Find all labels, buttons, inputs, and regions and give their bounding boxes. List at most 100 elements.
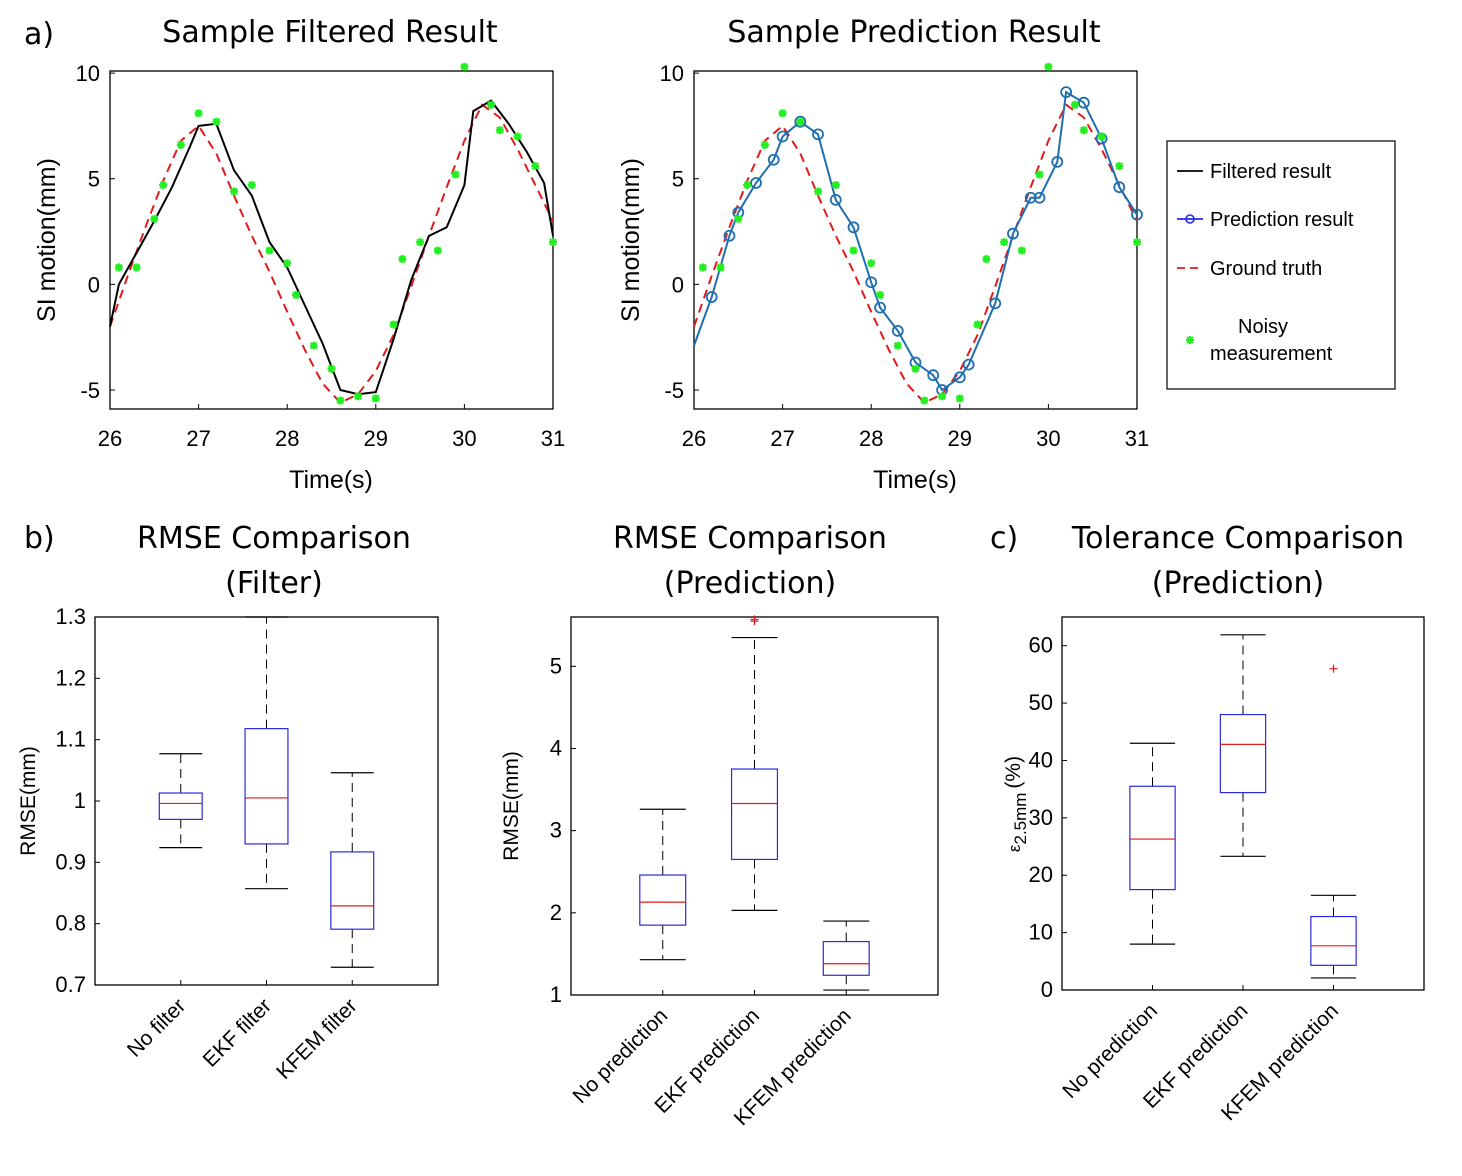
- y-tick-label: 1.2: [55, 665, 86, 690]
- y-tick-label: 40: [1029, 747, 1053, 772]
- noisy-measurement-point: [114, 263, 123, 272]
- noisy-measurement-point: [398, 255, 407, 264]
- rmse-filter-boxplot: RMSE Comparison (Filter) 0.7 0.8 0.9 1 1.1 1.…: [17, 521, 439, 1084]
- noisy-measurement-point: [716, 263, 725, 272]
- legend-box: [1166, 140, 1396, 390]
- noisy-measurement-point: [893, 341, 902, 350]
- iqr-box: [1219, 713, 1267, 794]
- iqr-box: [822, 940, 870, 976]
- y-tick-label: 0: [88, 272, 100, 297]
- x-axis-label: Time(s): [873, 466, 957, 494]
- iqr-box: [244, 728, 289, 845]
- noisy-measurement-point: [982, 255, 991, 264]
- prediction-point: [1060, 86, 1073, 99]
- x-tick-label: 28: [275, 426, 299, 451]
- legend-prediction-label: Prediction result: [1210, 209, 1354, 231]
- prediction-point: [767, 153, 780, 166]
- y-tick-label: 5: [672, 167, 684, 192]
- prediction-point: [776, 130, 789, 143]
- y-tick-label: 1: [550, 982, 562, 1007]
- noisy-measurement-point: [1035, 170, 1044, 179]
- category-label: KFEM filter: [272, 994, 362, 1084]
- y-tick-label: 0: [672, 272, 684, 297]
- box-kfem-filter: [330, 772, 375, 968]
- noisy-measurement-point: [1097, 132, 1106, 141]
- y-axis-label: RMSE(mm): [17, 746, 40, 856]
- x-tick-label: 27: [186, 426, 210, 451]
- y-tick-label: 10: [1029, 920, 1053, 945]
- prediction-point: [1077, 96, 1090, 109]
- prediction-point: [953, 371, 966, 384]
- prediction-point: [847, 221, 860, 234]
- y-tick-label: 20: [1029, 862, 1053, 887]
- iqr-box: [730, 768, 779, 861]
- legend: Filtered result Prediction result Ground…: [1166, 140, 1396, 390]
- noisy-measurement-point: [292, 290, 301, 299]
- y-tick-label: 0.9: [55, 849, 86, 874]
- y-tick-label: 2: [550, 900, 562, 925]
- box-no-prediction: [1129, 742, 1176, 945]
- noisy-measurement-point: [734, 214, 743, 223]
- noisy-measurement-point: [354, 392, 363, 401]
- legend-noisy-label-line1: Noisy: [1238, 316, 1288, 338]
- prediction-point: [1051, 155, 1064, 168]
- noisy-measurement-point: [265, 246, 274, 255]
- legend-noisy-marker: [1186, 336, 1194, 344]
- category-label: EKF filter: [199, 994, 276, 1071]
- prediction-point: [962, 358, 975, 371]
- box-ekf-prediction: [1219, 634, 1267, 857]
- chart-title: Sample Filtered Result: [162, 15, 498, 50]
- noisy-measurement-point: [159, 181, 168, 190]
- filtered-result-chart: Sample Filtered Result 26 27 28 29 30 31 -5 0 5 1…: [33, 15, 565, 494]
- chart-title: Tolerance Comparison: [1071, 521, 1404, 556]
- prediction-point: [989, 297, 1002, 310]
- category-label: No prediction: [1058, 999, 1162, 1103]
- y-tick-label: 10: [660, 61, 684, 86]
- noisy-measurement-point: [1044, 62, 1053, 71]
- x-tick-label: 26: [98, 426, 122, 451]
- iqr-box: [330, 851, 375, 930]
- prediction-result-chart: Sample Prediction Result 26 27 28 29 30 31 -5 0…: [617, 15, 1149, 494]
- box-kfem-prediction: [1310, 664, 1357, 979]
- noisy-measurement-point: [955, 394, 964, 403]
- noisy-measurement-point: [1070, 100, 1079, 109]
- x-tick-label: 27: [770, 426, 794, 451]
- y-axis-label: RMSE(mm): [500, 751, 523, 861]
- chart-title: Sample Prediction Result: [727, 15, 1101, 50]
- prediction-point: [723, 229, 736, 242]
- y-tick-label: 30: [1029, 805, 1053, 830]
- y-tick-label: 5: [550, 653, 562, 678]
- noisy-measurement-point: [814, 187, 823, 196]
- prediction-point: [1024, 191, 1037, 204]
- noisy-measurement-point: [778, 109, 787, 118]
- legend-filtered-label: Filtered result: [1210, 161, 1332, 183]
- noisy-measurement-point: [433, 246, 442, 255]
- outlier-marker: [750, 615, 759, 624]
- y-axis-label-subscript: 2.5mm: [1011, 793, 1030, 845]
- noisy-measurement-point: [283, 259, 292, 268]
- noisy-measurement-point: [451, 170, 460, 179]
- noisy-measurement-point: [416, 238, 425, 247]
- iqr-box: [158, 792, 203, 821]
- noisy-measurement-point: [389, 320, 398, 329]
- panel-label-c: c): [990, 521, 1018, 556]
- noisy-measurement-point: [371, 394, 380, 403]
- noisy-measurement-point: [760, 140, 769, 149]
- prediction-point: [794, 115, 807, 128]
- noisy-measurement-point: [920, 396, 929, 405]
- noisy-measurement-point: [327, 364, 336, 373]
- y-axis-label: SI motion(mm): [33, 158, 61, 322]
- noisy-measurement-point: [831, 181, 840, 190]
- legend-noisy-label-line2: measurement: [1210, 343, 1333, 365]
- x-tick-label: 28: [859, 426, 883, 451]
- y-tick-label: 5: [88, 167, 100, 192]
- noisy-measurement-point: [194, 109, 203, 118]
- y-axis-label-unit: (%): [1002, 756, 1025, 789]
- noisy-measurement-point: [132, 263, 141, 272]
- y-tick-label: 1: [74, 788, 86, 813]
- noisy-measurement-point: [486, 100, 495, 109]
- noisy-measurement-point: [867, 259, 876, 268]
- legend-ground-truth-label: Ground truth: [1210, 258, 1322, 280]
- noisy-measurement-point: [247, 181, 256, 190]
- rmse-prediction-boxplot: RMSE Comparison (Prediction) 1 2 3 4 5 No pre…: [500, 521, 939, 1130]
